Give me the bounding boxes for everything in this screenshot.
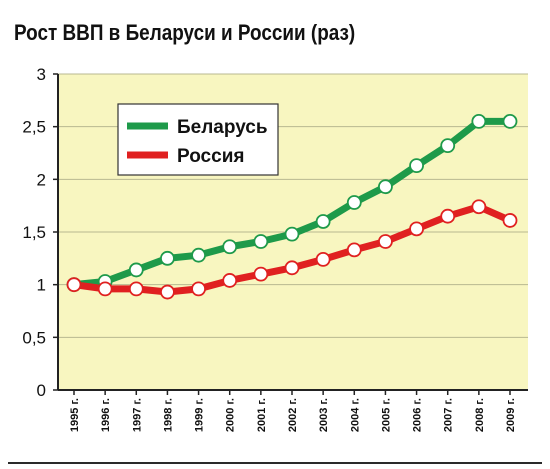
data-point-0-5 <box>222 239 238 255</box>
data-point-0-3 <box>160 250 175 266</box>
x-tick-label: 2000 г. <box>225 398 237 432</box>
data-point-1-8 <box>315 251 331 267</box>
data-point-1-0 <box>66 277 82 293</box>
y-tick-label: 1 <box>37 276 46 295</box>
data-point-1-6 <box>253 266 269 282</box>
data-point-1-9 <box>346 242 362 258</box>
x-tick-label: 1997 г. <box>131 398 143 432</box>
data-point-1-5 <box>222 273 238 288</box>
series-points <box>66 114 518 300</box>
data-point-1-14 <box>502 213 518 228</box>
data-point-1-4 <box>191 281 206 297</box>
data-point-0-7 <box>284 226 300 242</box>
x-tick-label: 2009 г. <box>505 398 517 432</box>
data-point-0-2 <box>128 262 144 278</box>
data-point-1-2 <box>128 281 144 297</box>
x-tick-label: 1998 г. <box>162 398 174 432</box>
x-tick-label: 2004 г. <box>349 398 361 432</box>
data-point-0-13 <box>471 114 487 129</box>
x-tick-label: 2003 г. <box>318 398 330 432</box>
data-point-0-9 <box>346 195 362 210</box>
bottom-rule <box>8 462 542 464</box>
data-point-1-7 <box>284 260 300 276</box>
x-tick-label: 1996 г. <box>100 398 112 432</box>
x-tick-label: 2002 г. <box>287 398 299 432</box>
chart-title: Рост ВВП в Беларуси и России (раз) <box>14 20 356 45</box>
data-point-0-12 <box>440 138 456 154</box>
legend-label-russia: Россия <box>177 146 244 167</box>
data-point-0-14 <box>502 114 518 129</box>
x-tick-label: 1995 г. <box>69 398 81 432</box>
x-tick-label: 2007 г. <box>443 398 455 432</box>
x-tick-label: 1999 г. <box>194 398 206 432</box>
data-point-1-1 <box>97 281 113 297</box>
data-point-1-12 <box>440 208 456 224</box>
y-tick-label: 3 <box>37 65 46 84</box>
data-point-1-13 <box>471 199 487 215</box>
y-tick-label: 1,5 <box>22 223 46 242</box>
x-tick-label: 2008 г. <box>474 398 486 432</box>
y-tick-label: 2 <box>37 170 46 189</box>
y-tick-label: 0,5 <box>22 328 46 347</box>
x-tick-label: 2006 г. <box>412 398 424 432</box>
data-point-1-10 <box>378 234 393 249</box>
y-tick-label: 2,5 <box>22 118 46 137</box>
y-tick-labels: 0 0,5 1 1,5 2 2,5 3 <box>22 65 58 400</box>
y-tick-label: 0 <box>37 381 46 400</box>
data-point-0-6 <box>253 234 269 249</box>
legend: Беларусь Россия <box>117 103 279 176</box>
legend-label-belarus: Беларусь <box>177 117 268 138</box>
x-tick-labels: 1995 г. 1996 г. 1997 г. 1998 г. 1999 г. 2000 … <box>69 390 517 432</box>
data-point-1-11 <box>409 221 424 237</box>
data-point-0-8 <box>315 214 331 229</box>
legend-box <box>117 103 279 176</box>
x-tick-label: 2005 г. <box>380 398 392 432</box>
x-tick-label: 2001 г. <box>256 398 268 432</box>
data-point-0-11 <box>409 158 424 174</box>
data-point-1-3 <box>160 284 175 300</box>
data-point-0-10 <box>378 179 393 195</box>
data-point-0-4 <box>191 247 206 263</box>
